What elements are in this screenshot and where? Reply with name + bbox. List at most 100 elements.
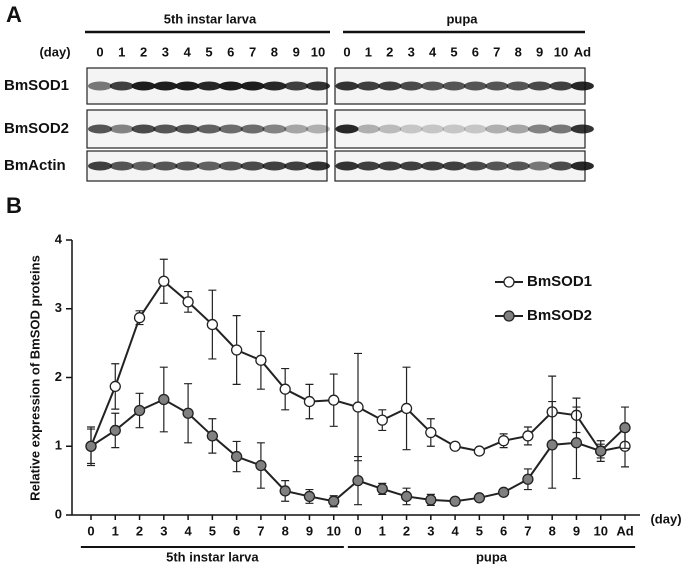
band [240, 124, 265, 134]
band [356, 81, 380, 91]
panel-label: B [6, 193, 22, 218]
band [463, 161, 487, 171]
marker [595, 445, 607, 457]
marker [133, 404, 146, 417]
band [131, 124, 156, 134]
x-tick-label: 4 [451, 523, 459, 538]
band [421, 161, 445, 171]
band [399, 161, 423, 171]
marker [449, 440, 461, 452]
x-tick-label: 3 [160, 523, 167, 538]
marker [425, 426, 437, 439]
legend-label: BmSOD1 [527, 273, 592, 290]
band [88, 161, 112, 171]
x-tick-label: 5 [209, 523, 216, 538]
x-tick-label: Ad [616, 523, 633, 538]
band [175, 81, 200, 91]
x-tick-label: 6 [500, 523, 507, 538]
group-label: pupa [446, 11, 478, 26]
lane-label: 10 [554, 44, 568, 59]
x-tick-label: 8 [549, 523, 556, 538]
marker [303, 490, 316, 503]
marker [182, 407, 194, 419]
marker [230, 344, 243, 356]
band [131, 161, 156, 171]
marker [109, 424, 121, 437]
band [153, 161, 178, 171]
band [485, 124, 509, 134]
marker [497, 486, 510, 498]
band [399, 124, 423, 134]
lane-label: 2 [140, 44, 147, 59]
row-label: BmSOD2 [4, 120, 69, 137]
marker [303, 395, 316, 408]
band [262, 161, 287, 171]
x-tick-label: 6 [233, 523, 240, 538]
x-tick-label: 7 [257, 523, 264, 538]
band [528, 161, 552, 171]
marker [473, 492, 486, 504]
band [442, 124, 466, 134]
lane-label: 3 [162, 44, 169, 59]
marker [497, 435, 510, 447]
marker [255, 354, 267, 366]
marker [279, 383, 291, 395]
marker [182, 296, 194, 308]
legend-marker [503, 276, 515, 288]
lane-label: 4 [184, 44, 192, 59]
legend-marker [503, 310, 515, 322]
marker [158, 393, 170, 406]
marker [473, 445, 486, 457]
marker [279, 485, 291, 497]
lane-label: 6 [227, 44, 234, 59]
y-axis-label: Relative expression of BmSOD proteins [27, 255, 42, 501]
band [240, 161, 265, 171]
x-tick-label: 0 [354, 523, 361, 538]
marker [230, 450, 243, 463]
band [485, 161, 509, 171]
band [378, 161, 402, 171]
band [421, 124, 445, 134]
marker [425, 494, 437, 506]
lane-label: 8 [271, 44, 278, 59]
y-tick-label: 1 [55, 438, 62, 453]
band [88, 81, 112, 91]
lane-label: Ad [574, 44, 591, 59]
band [549, 81, 573, 91]
lane-label: 7 [249, 44, 256, 59]
marker [133, 312, 146, 324]
band [153, 81, 178, 91]
marker [376, 414, 388, 426]
lane-label: 6 [472, 44, 479, 59]
lane-label: 5 [205, 44, 212, 59]
y-tick-label: 4 [55, 231, 63, 246]
x-tick-label: 9 [573, 523, 580, 538]
band [335, 161, 359, 171]
marker [109, 380, 121, 393]
band [109, 81, 134, 91]
lane-label: 5 [450, 44, 457, 59]
x-tick-label: 10 [593, 523, 607, 538]
lane-label: 9 [293, 44, 300, 59]
band [528, 81, 552, 91]
band [131, 81, 156, 91]
band [88, 124, 112, 134]
row-label: BmSOD1 [4, 77, 69, 94]
x-tick-label: 5 [476, 523, 483, 538]
band [442, 81, 466, 91]
band [306, 81, 330, 91]
lane-label: 0 [343, 44, 350, 59]
lane-label: 1 [365, 44, 372, 59]
band [378, 124, 402, 134]
band [335, 124, 359, 134]
lane-label: 7 [493, 44, 500, 59]
lane-label: 8 [515, 44, 522, 59]
band [218, 81, 243, 91]
marker [352, 474, 364, 487]
band [570, 81, 594, 91]
band [218, 161, 243, 171]
lane-label: 4 [429, 44, 437, 59]
x-tick-label: 1 [379, 523, 386, 538]
y-tick-label: 0 [55, 506, 62, 521]
